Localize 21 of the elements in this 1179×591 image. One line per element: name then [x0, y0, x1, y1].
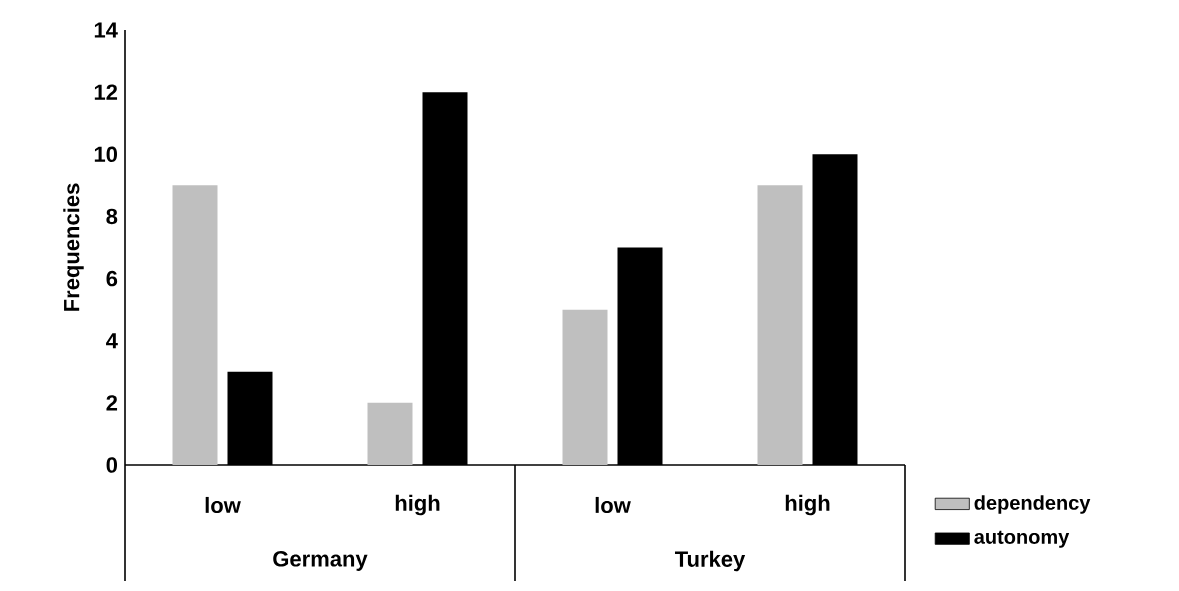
y-tick-label: 12 — [94, 84, 118, 100]
y-tick-label: 14 — [94, 22, 118, 38]
x-tick-label: high — [785, 494, 830, 516]
y-tick-label: 0 — [106, 457, 118, 473]
text: Germany — [273, 551, 368, 571]
legend-label: dependency — [974, 495, 1091, 514]
y-tick-label: 8 — [106, 208, 118, 225]
y-axis-title: Frequencies — [63, 183, 84, 311]
x-tick-label: high — [395, 494, 440, 516]
legend-label: autonomy — [974, 530, 1070, 548]
x-tick-label: low — [205, 496, 241, 514]
text: Turkey — [674, 550, 746, 572]
x-tick-label: low — [595, 496, 631, 514]
y-tick-label: 2 — [106, 395, 118, 411]
bar — [562, 309, 608, 465]
y-tick-label: 10 — [94, 146, 118, 163]
bar — [172, 185, 218, 465]
bar — [757, 185, 803, 465]
bar — [367, 402, 413, 465]
y-tick-label: 6 — [106, 270, 118, 287]
y-tick-label: 4 — [106, 333, 118, 349]
